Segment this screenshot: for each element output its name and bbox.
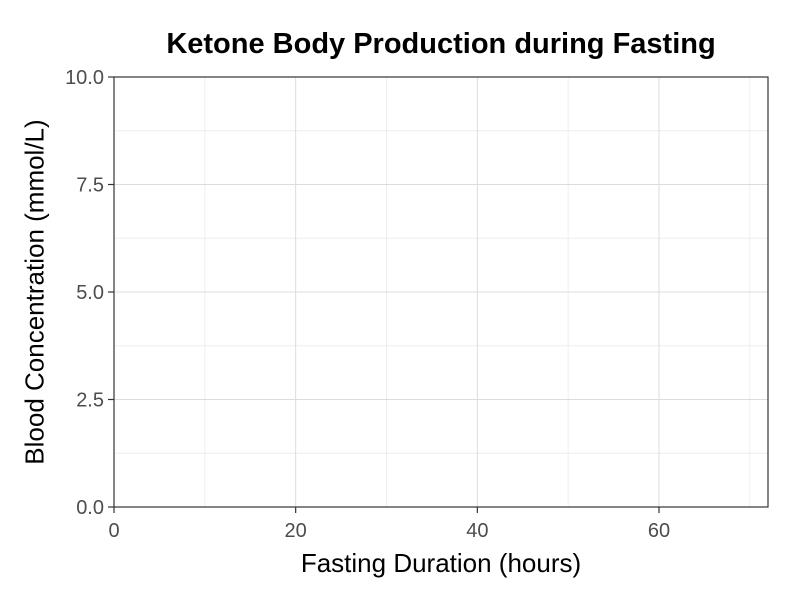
x-tick-label: 20 — [285, 520, 307, 542]
x-tick-label: 60 — [648, 520, 670, 542]
y-axis-label: Blood Concentration (mmol/L) — [19, 119, 50, 465]
x-axis-label: Fasting Duration (hours) — [300, 548, 582, 578]
major-grid — [113, 76, 768, 508]
x-tick-label: 0 — [108, 520, 119, 542]
y-tick-label: 0.0 — [76, 497, 104, 519]
y-tick-label: 7.5 — [76, 175, 104, 197]
y-tick-label: 5.0 — [76, 282, 104, 304]
chart-title: Ketone Body Production during Fasting — [166, 28, 716, 60]
y-tick-label: 2.5 — [76, 390, 104, 412]
y-axis: 0.0 2.5 5.0 7.5 10.0 — [65, 67, 114, 519]
x-axis: 0 20 40 60 — [108, 507, 670, 542]
x-tick-label: 40 — [466, 520, 488, 542]
y-tick-label: 10.0 — [65, 67, 104, 89]
